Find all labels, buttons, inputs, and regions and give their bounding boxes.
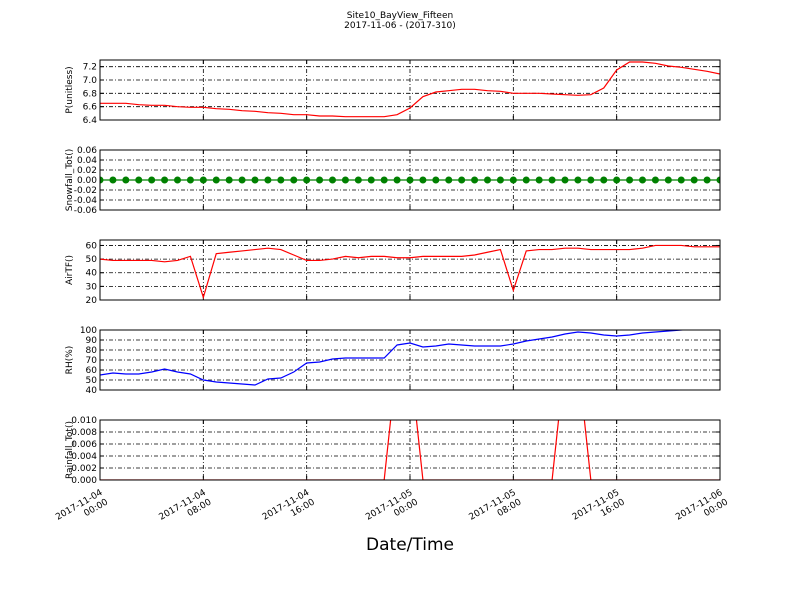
- data-point: [199, 176, 207, 184]
- y-tick-label: 7.0: [83, 76, 98, 86]
- y-tick-label: 0.004: [71, 452, 97, 462]
- data-point: [600, 176, 608, 184]
- data-point: [135, 176, 143, 184]
- data-line: [100, 61, 720, 118]
- data-point: [458, 176, 466, 184]
- y-axis-label: P(unitless): [65, 66, 75, 113]
- y-tick-label: 50: [86, 376, 98, 386]
- y-tick-label: 0.06: [77, 146, 97, 156]
- data-point: [703, 176, 711, 184]
- y-tick-label: 80: [86, 346, 98, 356]
- data-point: [639, 176, 646, 184]
- data-point: [406, 176, 414, 184]
- data-point: [380, 176, 388, 184]
- plot-frame: [99, 239, 721, 301]
- y-tick-label: -0.06: [74, 206, 98, 216]
- data-point: [677, 176, 685, 184]
- plot-frame: [99, 419, 721, 481]
- data-point: [393, 176, 401, 184]
- y-tick-label: -0.04: [74, 196, 98, 206]
- data-point: [174, 176, 181, 184]
- data-point: [303, 176, 311, 184]
- data-point: [664, 176, 672, 184]
- y-axis-label: Snowfall_Tot(): [65, 149, 75, 212]
- data-point: [277, 176, 285, 184]
- data-point: [690, 176, 698, 184]
- data-line: [100, 244, 720, 300]
- y-tick-label: 0.010: [71, 416, 97, 426]
- data-point: [484, 176, 491, 184]
- y-tick-label: 90: [86, 336, 98, 346]
- y-tick-label: 0.006: [71, 440, 97, 450]
- y-tick-label: 30: [86, 282, 98, 292]
- y-tick-label: 0.00: [77, 176, 97, 186]
- data-point: [535, 176, 543, 184]
- y-axis-label: Rainfall_Tot(): [65, 421, 75, 479]
- x-axis-label: Date/Time: [366, 535, 454, 555]
- data-point: [432, 176, 440, 184]
- data-point: [471, 176, 479, 184]
- y-tick-label: -0.02: [74, 186, 97, 196]
- y-tick-label: 40: [86, 269, 98, 279]
- data-point: [329, 176, 336, 184]
- data-point: [651, 176, 659, 184]
- plot-frame: [99, 329, 721, 391]
- data-point: [186, 176, 194, 184]
- plot-frame: [99, 59, 721, 121]
- y-tick-label: 0.000: [71, 476, 97, 486]
- y-axis-label: AirTF(): [65, 255, 75, 285]
- chart-title: Site10_BayView_Fifteen: [347, 11, 453, 21]
- y-tick-label: 0.04: [77, 156, 97, 166]
- y-tick-label: 50: [86, 255, 98, 265]
- y-tick-label: 0.02: [77, 166, 97, 176]
- data-point: [509, 176, 517, 184]
- plot-frame: [99, 149, 721, 211]
- data-point: [251, 176, 259, 184]
- y-tick-label: 6.4: [83, 116, 98, 126]
- y-tick-label: 7.2: [83, 63, 97, 73]
- data-point: [613, 176, 621, 184]
- y-tick-label: 0.008: [71, 428, 97, 438]
- data-point: [716, 176, 720, 184]
- data-point: [148, 176, 156, 184]
- data-point: [419, 176, 427, 184]
- y-tick-label: 6.8: [83, 89, 98, 99]
- data-point: [100, 176, 104, 184]
- data-point: [522, 176, 530, 184]
- y-tick-label: 6.6: [83, 103, 98, 113]
- data-point: [212, 176, 220, 184]
- data-point: [225, 176, 233, 184]
- data-point: [354, 176, 362, 184]
- data-point: [574, 176, 582, 184]
- y-axis-label: RH(%): [65, 346, 75, 375]
- y-tick-label: 40: [86, 386, 98, 396]
- y-tick-label: 60: [86, 241, 98, 251]
- data-point: [316, 176, 324, 184]
- y-tick-label: 100: [80, 326, 97, 336]
- data-point: [341, 176, 349, 184]
- data-point: [109, 176, 117, 184]
- data-point: [122, 176, 130, 184]
- y-tick-label: 70: [86, 356, 98, 366]
- data-line: [100, 330, 690, 386]
- chart-subtitle: 2017-11-06 - (2017-310): [344, 21, 456, 31]
- data-point: [161, 176, 169, 184]
- data-point: [445, 176, 453, 184]
- data-point: [290, 176, 298, 184]
- data-point: [548, 176, 556, 184]
- data-point: [367, 176, 375, 184]
- data-point: [264, 176, 272, 184]
- y-tick-label: 20: [86, 296, 98, 306]
- data-point: [238, 176, 246, 184]
- y-tick-label: 60: [86, 366, 98, 376]
- data-point: [496, 176, 504, 184]
- data-point: [561, 176, 569, 184]
- data-point: [626, 176, 634, 184]
- data-point: [587, 176, 595, 184]
- y-tick-label: 0.002: [71, 464, 97, 474]
